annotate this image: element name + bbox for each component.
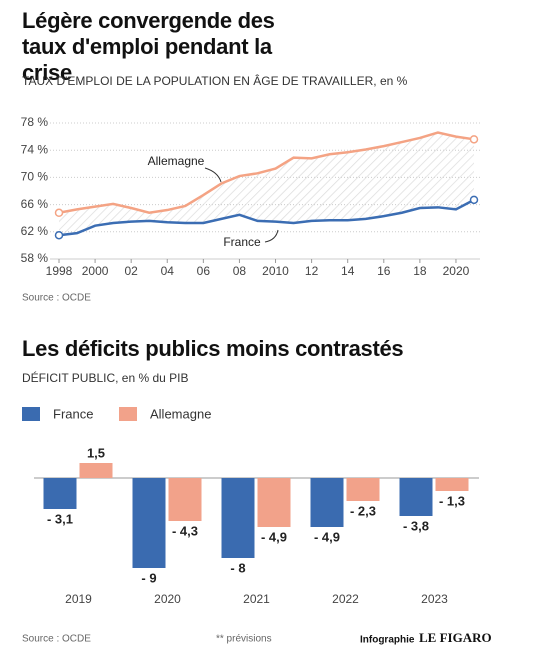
y-tick-label: 66 % [21,197,49,211]
x-tick-label: 2019 [65,592,92,606]
y-tick-label: 58 % [21,251,49,265]
annotation-arrow [204,167,222,183]
x-tick-label: 2020 [154,592,181,606]
value-label: - 4,9 [314,529,340,544]
line [58,131,475,215]
x-tick-label: 2000 [82,264,109,278]
credit-brand: LE FIGARO [419,630,492,645]
x-tick-label: 14 [341,264,355,278]
end-point [469,135,479,144]
x-tick-label: 2022 [332,592,359,606]
x-tick-label: 16 [377,264,391,278]
legend-swatch [119,407,137,421]
y-tick-label: 70 % [21,170,49,184]
bar [168,478,202,521]
legend-swatch [22,407,40,421]
bar [310,478,344,527]
chart-title: Légère convergende des taux d'emploi pen… [22,8,275,85]
x-tick-label: 2020 [443,264,470,278]
x-tick-label: 2010 [262,264,289,278]
source: Source : OCDE [22,293,91,304]
value-label: 1,5 [87,445,105,460]
bar [132,478,166,568]
x-tick-label: 02 [124,264,138,278]
series-annotation: France [223,235,261,249]
x-tick-label: 06 [197,264,211,278]
end-point [54,208,64,218]
series-annotation: Allemagne [148,154,205,168]
bar [257,478,291,527]
chart-title: Les déficits publics moins contrastés [22,336,404,361]
source: Source : OCDE [22,634,91,645]
value-label: - 8 [230,560,245,575]
value-label: - 3,1 [47,511,73,526]
bar [43,478,77,509]
chart-subtitle: TAUX D'EMPLOI DE LA POPULATION EN ÂGE DE… [22,74,408,88]
value-label: - 4,3 [172,523,198,538]
value-label: - 9 [141,570,156,585]
end-point [54,230,64,240]
x-tick-label: 2023 [421,592,448,606]
y-tick-label: 62 % [21,224,49,238]
bar [435,478,469,491]
y-tick-label: 78 % [21,115,49,129]
value-label: - 3,8 [403,518,429,533]
bar [221,478,255,558]
x-tick-label: 18 [413,264,427,278]
annotation-arrow [264,229,279,243]
bar [399,478,433,516]
value-label: - 4,9 [261,529,287,544]
x-tick-label: 04 [161,264,175,278]
value-label: - 2,3 [350,503,376,518]
chart-subtitle: DÉFICIT PUBLIC, en % du PIB [22,371,189,385]
x-tick-label: 2021 [243,592,270,606]
y-tick-label: 74 % [21,142,49,156]
credit: Infographie [360,635,415,646]
x-tick-label: 12 [305,264,319,278]
bar [79,463,113,478]
line [58,198,475,237]
x-tick-label: 1998 [46,264,73,278]
legend-label: France [53,406,93,421]
value-label: - 1,3 [439,493,465,508]
gap-area [59,132,474,236]
bar [346,478,380,501]
note: ** prévisions [216,634,272,645]
end-point [469,195,479,205]
x-tick-label: 08 [233,264,247,278]
legend-label: Allemagne [150,406,211,421]
